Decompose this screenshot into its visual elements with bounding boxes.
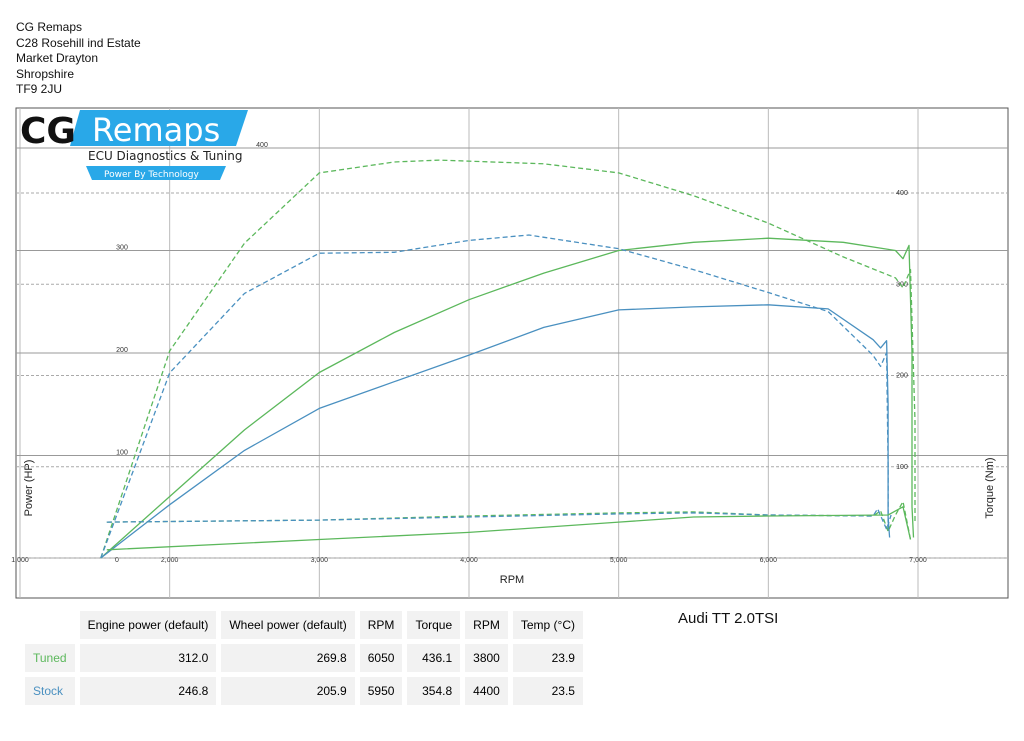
series-stock-torque <box>100 234 889 559</box>
address-block: CG Remaps C28 Rosehill ind Estate Market… <box>16 20 141 98</box>
column-header: RPM <box>359 611 403 639</box>
y2-tick-label: 200 <box>896 373 908 380</box>
cell: 269.8 <box>221 644 355 672</box>
cell: 3800 <box>465 644 508 672</box>
cg-remaps-logo: CG Remaps ECU Diagnostics & Tuning Power… <box>20 110 248 180</box>
series-stock-loss <box>106 508 892 530</box>
column-header: RPM <box>465 611 508 639</box>
series-tuned-torque <box>100 159 916 559</box>
svg-text:Remaps: Remaps <box>92 111 220 149</box>
y2-axis-label: Torque (Nm) <box>984 457 996 518</box>
column-header: Engine power (default) <box>79 611 217 639</box>
row-label: Stock <box>25 677 75 705</box>
cell: 312.0 <box>79 644 217 672</box>
x-tick-label: 3,000 <box>311 557 329 564</box>
column-header: Wheel power (default) <box>221 611 355 639</box>
x-tick-label: 2,000 <box>161 557 179 564</box>
vehicle-name: Audi TT 2.0TSI <box>678 610 779 627</box>
y2-tick-label: 400 <box>896 190 908 197</box>
x-tick-label: 4,000 <box>460 557 478 564</box>
y-tick-label: 200 <box>116 347 128 354</box>
cell: 246.8 <box>79 677 217 705</box>
address-line: C28 Rosehill ind Estate <box>16 35 141 50</box>
cell: 436.1 <box>407 644 461 672</box>
x-tick-label: 6,000 <box>760 557 778 564</box>
cell: 354.8 <box>407 677 461 705</box>
address-line: Market Drayton <box>16 51 99 65</box>
column-header: Temp (°C) <box>512 611 583 639</box>
x-tick-label: 7,000 <box>909 557 927 564</box>
y-tick-label: 100 <box>116 450 128 457</box>
y-tick-label: 400 <box>256 142 268 149</box>
cell: 4400 <box>465 677 508 705</box>
column-header: Torque <box>407 611 461 639</box>
cell: 23.9 <box>512 644 583 672</box>
address-line: Shropshire <box>16 66 75 81</box>
address-line: TF9 2JU <box>16 82 63 96</box>
table-row-tuned: Tuned 312.0 269.8 6050 436.1 3800 23.9 <box>25 644 583 672</box>
row-label: Tuned <box>25 644 75 672</box>
y-axis-label: Power (HP) <box>23 460 35 517</box>
series-tuned-power <box>100 237 915 559</box>
cell: 6050 <box>359 644 403 672</box>
svg-text:CG: CG <box>20 111 76 152</box>
cell: 5950 <box>359 677 403 705</box>
cell: 23.5 <box>512 677 583 705</box>
y-tick-label: 300 <box>116 245 128 252</box>
table-header-row: Engine power (default) Wheel power (defa… <box>25 611 583 639</box>
y2-tick-label: 300 <box>896 281 908 288</box>
y2-tick-label: 100 <box>896 464 908 471</box>
table-row-stock: Stock 246.8 205.9 5950 354.8 4400 23.5 <box>25 677 583 705</box>
svg-text:Power By Technology: Power By Technology <box>104 170 200 180</box>
results-table: Engine power (default) Wheel power (defa… <box>20 606 588 710</box>
x-axis-label: RPM <box>500 574 524 586</box>
address-line: CG Remaps <box>16 20 83 34</box>
y-tick-label: 0 <box>115 557 119 564</box>
x-tick-label: 1,000 <box>11 557 29 564</box>
x-tick-label: 5,000 <box>610 557 628 564</box>
svg-text:ECU Diagnostics & Tuning: ECU Diagnostics & Tuning <box>88 149 242 163</box>
series-tuned-loss-solid <box>106 506 912 551</box>
cell: 205.9 <box>221 677 355 705</box>
